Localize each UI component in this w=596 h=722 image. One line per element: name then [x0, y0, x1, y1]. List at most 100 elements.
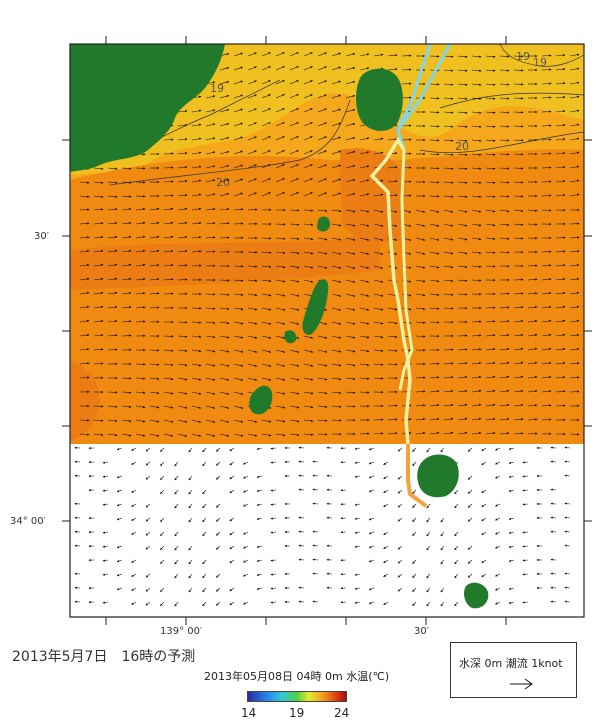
current-vector-arrow	[471, 139, 482, 142]
current-vector-arrow	[373, 193, 384, 197]
colorbar-title: 2013年05月08日 04時 0m 水温(℃)	[204, 670, 390, 683]
current-vector-arrow	[261, 251, 272, 254]
current-vector-arrow	[116, 517, 123, 521]
current-vector-arrow	[270, 447, 277, 450]
current-vector-arrow	[513, 209, 524, 213]
current-vector-arrow	[121, 235, 132, 239]
current-vector-arrow	[131, 489, 137, 493]
current-vector-arrow	[555, 404, 566, 407]
current-vector-arrow	[312, 502, 319, 505]
current-vector-arrow	[233, 108, 244, 113]
current-vector-arrow	[219, 349, 230, 353]
current-vector-arrow	[345, 108, 356, 113]
current-vector-arrow	[555, 319, 566, 323]
current-vector-arrow	[359, 265, 370, 269]
current-vector-arrow	[467, 573, 473, 578]
current-vector-arrow	[93, 235, 104, 239]
current-vector-arrow	[174, 559, 179, 565]
current-vector-arrow	[508, 475, 515, 478]
current-vector-arrow	[247, 80, 257, 85]
current-vector-arrow	[345, 335, 356, 339]
current-vector-arrow	[261, 377, 272, 381]
current-vector-arrow	[317, 136, 327, 141]
current-vector-arrow	[331, 122, 342, 127]
current-vector-arrow	[303, 363, 314, 367]
current-vector-arrow	[93, 263, 104, 267]
current-vector-arrow	[345, 321, 356, 325]
current-vector-arrow	[471, 111, 482, 114]
current-vector-arrow	[499, 195, 510, 198]
current-vector-arrow	[440, 545, 445, 551]
current-vector-arrow	[317, 94, 327, 99]
current-vector-arrow	[412, 447, 417, 453]
current-vector-arrow	[116, 447, 123, 451]
current-vector-arrow	[368, 489, 375, 493]
current-vector-arrow	[331, 307, 342, 311]
current-vector-arrow	[149, 207, 160, 211]
current-vector-arrow	[247, 192, 257, 197]
current-vector-arrow	[79, 249, 90, 253]
current-vector-arrow	[359, 335, 370, 339]
current-vector-arrow	[247, 433, 258, 437]
current-vector-arrow	[457, 431, 468, 435]
current-vector-arrow	[303, 223, 314, 226]
current-vector-arrow	[303, 108, 313, 113]
current-vector-arrow	[359, 293, 370, 297]
current-vector-arrow	[219, 94, 230, 99]
current-vector-arrow	[102, 503, 109, 506]
current-vector-arrow	[233, 335, 244, 339]
current-vector-arrow	[256, 545, 263, 548]
current-vector-arrow	[107, 181, 118, 184]
current-vector-arrow	[359, 237, 370, 241]
current-vector-arrow	[429, 279, 440, 283]
current-vector-arrow	[569, 67, 580, 71]
current-vector-arrow	[499, 97, 510, 100]
current-vector-arrow	[135, 405, 146, 409]
current-vector-arrow	[289, 122, 299, 127]
current-vector-arrow	[508, 559, 515, 562]
current-vector-arrow	[569, 151, 580, 155]
current-vector-arrow	[79, 277, 90, 281]
current-vector-arrow	[499, 361, 510, 365]
current-vector-arrow	[289, 66, 299, 71]
current-vector-arrow	[513, 389, 524, 393]
current-vector-arrow	[499, 153, 510, 156]
current-vector-arrow	[443, 69, 454, 72]
current-vector-arrow	[555, 333, 566, 337]
current-vector-arrow	[454, 573, 459, 579]
contour-label: 20	[455, 140, 469, 153]
current-vector-arrow	[457, 375, 468, 379]
current-vector-arrow	[454, 503, 459, 509]
current-vector-arrow	[163, 207, 174, 211]
current-vector-arrow	[275, 363, 286, 367]
current-vector-arrow	[107, 419, 118, 422]
current-vector-arrow	[233, 321, 244, 325]
current-vector-arrow	[205, 236, 216, 239]
current-vector-arrow	[499, 432, 510, 435]
current-vector-arrow	[312, 544, 319, 547]
current-vector-arrow	[331, 80, 342, 85]
current-vector-arrow	[247, 208, 258, 211]
current-vector-arrow	[303, 122, 313, 127]
current-vector-arrow	[541, 68, 552, 71]
current-vector-arrow	[261, 433, 272, 437]
current-vector-arrow	[121, 306, 132, 309]
current-vector-arrow	[457, 348, 468, 351]
current-vector-arrow	[541, 180, 552, 183]
current-vector-arrow	[345, 209, 356, 213]
current-vector-arrow	[229, 461, 235, 466]
current-vector-arrow	[275, 52, 285, 57]
current-vector-arrow	[345, 136, 356, 141]
current-vector-arrow	[513, 223, 524, 226]
current-vector-arrow	[131, 559, 137, 563]
current-vector-arrow	[289, 223, 300, 226]
lat-label-34deg: 34° 00′	[10, 516, 46, 527]
current-vector-arrow	[564, 474, 571, 477]
current-vector-arrow	[256, 559, 263, 562]
current-vector-arrow	[499, 403, 510, 407]
current-vector-arrow	[485, 139, 496, 142]
current-vector-arrow	[303, 279, 314, 283]
current-vector-arrow	[457, 97, 468, 100]
current-vector-arrow	[202, 461, 207, 467]
current-vector-arrow	[541, 152, 552, 155]
